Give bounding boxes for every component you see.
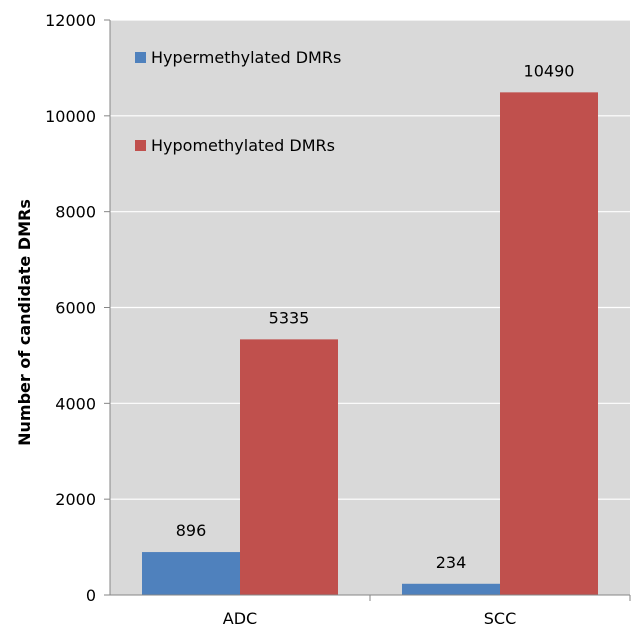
legend-label: Hypermethylated DMRs	[151, 48, 341, 67]
gridlines	[110, 19, 630, 500]
x-tick-label: ADC	[223, 609, 257, 628]
y-tick-label: 12000	[45, 11, 96, 30]
data-label: 234	[436, 553, 467, 572]
y-tick-label: 8000	[55, 203, 96, 222]
data-label: 5335	[269, 308, 310, 327]
bars	[142, 92, 598, 596]
x-tick-label: SCC	[484, 609, 517, 628]
data-labels: 896 5335 234 10490	[176, 61, 575, 571]
axes: 0 2000 4000 6000 8000 10000 12000 ADC SCC	[45, 11, 631, 628]
bar-scc-hyper	[402, 583, 500, 595]
bar-scc-hypo	[500, 92, 598, 596]
y-axis-title: Number of candidate DMRs	[15, 199, 34, 446]
y-tick-label: 0	[86, 586, 96, 605]
legend: Hypermethylated DMRs Hypomethylated DMRs	[135, 48, 341, 155]
legend-swatch	[135, 140, 146, 151]
y-tick-label: 4000	[55, 394, 96, 413]
y-tick-label: 2000	[55, 490, 96, 509]
bar-adc-hypo	[240, 339, 338, 595]
y-tick-label: 6000	[55, 299, 96, 318]
legend-label: Hypomethylated DMRs	[151, 136, 335, 155]
y-tick-label: 10000	[45, 107, 96, 126]
legend-swatch	[135, 52, 146, 63]
bar-adc-hyper	[142, 552, 240, 595]
data-label: 10490	[524, 61, 575, 80]
data-label: 896	[176, 521, 207, 540]
